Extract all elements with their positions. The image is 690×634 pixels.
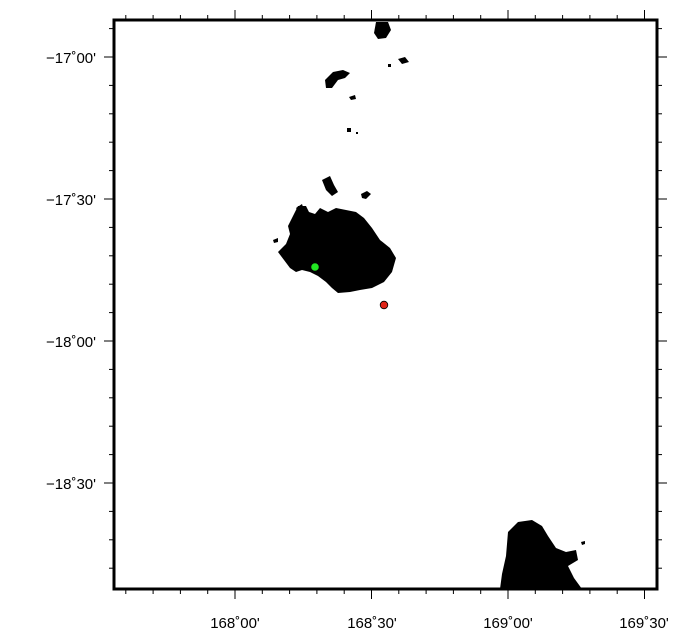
axis-ticks — [104, 10, 667, 599]
lon-label-168-30: 168˚30' — [347, 615, 397, 632]
islet-north-main-1 — [322, 176, 338, 196]
lon-label-168-00: 168˚00' — [210, 615, 260, 632]
red-marker — [379, 300, 389, 310]
islet-north-small — [388, 64, 391, 67]
lat-label-17-30: −17˚30' — [46, 192, 96, 209]
islet-tiny-1 — [347, 128, 351, 132]
lon-label-169-00: 169˚00' — [483, 615, 533, 632]
islet-north-main-2 — [361, 191, 371, 199]
islet-west-2 — [273, 238, 278, 243]
islet-tiny-2 — [356, 132, 358, 134]
lon-label-169-30: 169˚30' — [619, 615, 669, 632]
lat-label-18-30: −18˚30' — [46, 476, 96, 493]
lat-label-18-00: −18˚00' — [46, 334, 96, 351]
island-north-west — [325, 70, 350, 88]
map-frame — [112, 18, 659, 591]
island-main — [278, 206, 396, 293]
island-north-tip — [374, 22, 391, 39]
green-marker — [310, 262, 320, 272]
lat-label-17-00: −17˚00' — [46, 50, 96, 67]
land-masses — [273, 22, 585, 589]
islet-south-east — [581, 541, 585, 545]
island-south — [500, 520, 582, 589]
islet-north-mid — [349, 95, 356, 100]
islet-north-east — [398, 57, 409, 64]
islet-west-1 — [296, 204, 304, 213]
